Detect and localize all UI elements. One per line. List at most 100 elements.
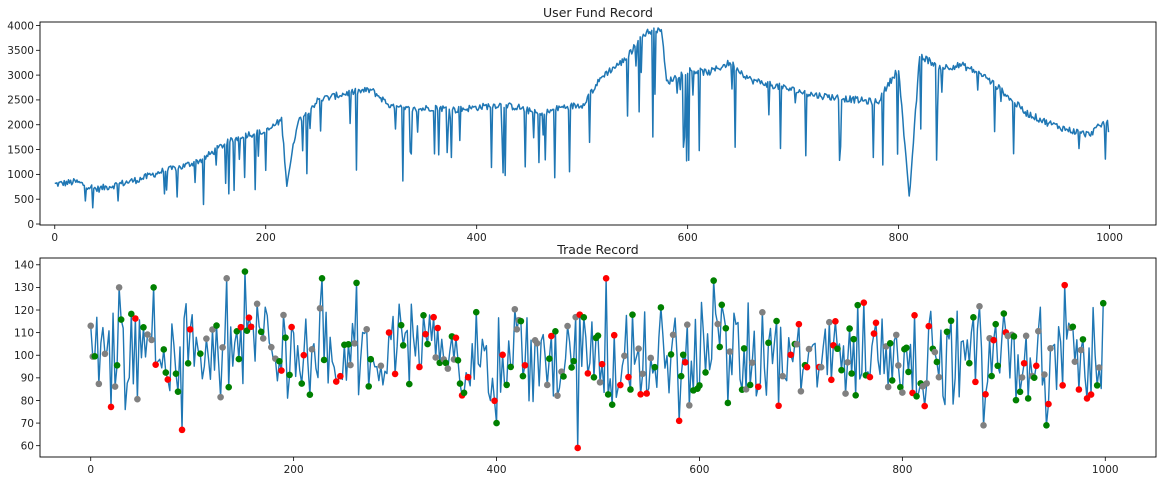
trade-marker-hold [935,373,943,381]
trade-marker-sell [570,357,577,365]
trade-marker-hold [844,358,851,366]
trade-marker-sell [424,340,431,348]
trade-y-tick-label: 140 [14,260,34,272]
trade-marker-sell [702,369,709,376]
fund-series-line [54,27,1110,209]
trade-marker-hold [432,354,439,361]
trade-marker-hold [513,326,521,333]
trade-marker-buy [637,391,644,398]
trade-x-tick-label: 200 [284,464,304,476]
trade-y-tick-label: 120 [14,305,34,317]
trade-marker-sell [947,317,955,325]
trade-marker-hold [931,348,939,356]
trade-axes-frame [39,257,1157,458]
trade-marker-hold [1047,344,1054,352]
trade-marker-sell [420,312,427,319]
trade-marker-buy [755,383,762,391]
trade-marker-buy [152,361,159,368]
trade-marker-sell [913,392,920,400]
trade-marker-buy [787,351,795,359]
trade-marker-sell [627,386,634,393]
trade-marker-hold [923,380,931,387]
trade-marker-hold [892,331,900,339]
trade-marker-sell [580,314,588,321]
trade-marker-buy [832,318,839,325]
trade-marker-buy [452,334,460,342]
trade-marker-sell [773,317,780,325]
trade-marker-hold [1095,364,1103,371]
trade-marker-hold [533,339,541,347]
trade-marker-hold [554,392,561,399]
trade-y-tick-label: 130 [14,282,34,294]
trade-marker-sell [397,321,405,329]
trade-marker-buy [245,314,253,322]
fund-y-tick-label: 2000 [7,120,34,132]
fund-x-tick-label: 200 [256,232,276,244]
fund-y-tick-label: 1500 [7,144,34,156]
fund-y-tick-label: 4000 [7,20,34,32]
trade-marker-sell [988,372,995,380]
trade-marker-sell [1099,299,1107,307]
fund-plot-area [54,27,1110,209]
trade-marker-buy [1061,281,1068,289]
trade-marker-hold [639,370,646,378]
trade-marker-sell [966,359,973,367]
trade-marker-sell [905,368,912,376]
trade-marker-hold [899,389,906,396]
trade-marker-buy [925,322,933,330]
trade-marker-hold [87,322,95,330]
trade-marker-hold [759,308,766,316]
trade-marker-hold [842,390,849,397]
trade-marker-buy [237,323,245,331]
trade-marker-hold [347,361,354,369]
trade-marker-sell [677,372,685,380]
trade-marker-sell [604,391,612,398]
trade-marker-buy [860,299,868,306]
trade-marker-buy [332,378,340,385]
trade-marker-sell [651,363,659,371]
trade-marker-hold [669,331,677,339]
trade-marker-buy [300,351,308,359]
trade-marker-sell [298,380,306,387]
trade-marker-hold [95,380,103,388]
trade-marker-hold [895,362,902,369]
trade-marker-buy [625,373,632,381]
trade-marker-sell [850,335,857,343]
trade-marker-buy [675,417,683,425]
trade-x-tick-label: 600 [689,464,709,476]
trade-x-tick-label: 0 [87,464,94,476]
trade-marker-buy [288,323,295,331]
fund-y-tick-label: 1000 [7,169,34,181]
trade-marker-sell [493,419,500,427]
trade-marker-buy [178,426,186,434]
trade-marker-buy [385,329,393,336]
fund-y-axis: 0 500 1000 1500 2000 2500 3000 3500 4000 [7,20,40,231]
trade-marker-sell [594,332,602,339]
trade-marker-sell [456,380,464,387]
trade-marker-hold [253,300,261,308]
fund-x-tick-label: 0 [51,232,58,244]
trade-marker-sell [629,311,636,318]
trade-marker-sell [233,327,241,335]
trade-marker-hold [779,372,786,380]
trade-marker-sell [746,381,754,389]
trade-chart: Trade Record 0 200 400 600 800 1000 60 70 80 90 1… [14,242,1157,476]
trade-marker-sell [740,345,748,352]
trade-marker-buy [872,319,880,327]
trade-marker-hold [1035,327,1042,335]
trade-marker-sell [345,340,352,348]
trade-marker-sell [765,339,772,347]
trade-marker-sell [852,392,859,399]
trade-marker-sell [184,360,192,367]
trade-marker-sell [320,356,328,364]
trade-marker-buy [247,323,255,331]
trade-marker-sell [696,382,703,389]
trade-marker-sell [838,366,845,374]
trade-marker-buy [610,331,618,339]
trade-marker-sell [888,377,896,384]
trade-marker-sell [1012,396,1020,404]
trade-marker-hold [1018,374,1026,381]
trade-marker-buy [866,373,874,381]
trade-marker-sell [276,357,283,365]
